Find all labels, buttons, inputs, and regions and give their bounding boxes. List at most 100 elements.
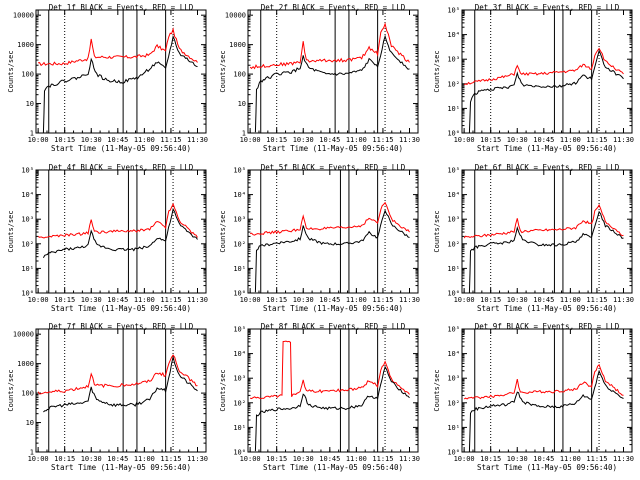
chart-6-xtick-label: 11:15 <box>586 296 607 304</box>
chart-7-ytick-label: 100 <box>21 390 34 398</box>
chart-4-xtick-label: 11:15 <box>160 296 181 304</box>
chart-8-frame <box>247 328 419 453</box>
chart-2-xtick-label: 10:00 <box>240 136 261 144</box>
chart-9-frame <box>461 328 633 453</box>
chart-1-xtick-label: 11:15 <box>160 136 181 144</box>
chart-4-ytick-label: 10⁵ <box>21 167 34 175</box>
chart-1-xtick-label: 10:15 <box>54 136 75 144</box>
chart-9-xtick-label: 10:45 <box>533 455 554 463</box>
chart-3-ytick-label: 10³ <box>447 56 460 64</box>
chart-7-xtick-label: 10:00 <box>28 455 49 463</box>
chart-8-ytick-label: 10⁵ <box>233 326 246 334</box>
chart-6-ytick-label: 10⁰ <box>447 290 460 298</box>
chart-5-xtick-label: 10:30 <box>293 296 314 304</box>
chart-5-xtick-label: 10:00 <box>240 296 261 304</box>
chart-8-xtick-label: 10:00 <box>240 455 261 463</box>
chart-8-ytick-label: 10³ <box>233 375 246 383</box>
chart-1-xlabel: Start Time (11-May-05 09:56:40) <box>51 144 191 153</box>
chart-4-ytick-label: 10² <box>21 240 34 248</box>
chart-8: 10⁰ 10¹ 10² 10³ 10⁴ 10⁵ 10:00 10:15 10:30 10:45 11… <box>219 322 420 472</box>
chart-5-xtick-label: 11:00 <box>346 296 367 304</box>
chart-3-series-events <box>468 49 624 134</box>
chart-4-xtick-label: 10:45 <box>107 296 128 304</box>
chart-6-ytick-label: 10⁴ <box>447 191 460 199</box>
chart-2-series-lld <box>249 22 410 70</box>
chart-6-series-events <box>468 210 624 294</box>
chart-3-xtick-label: 11:30 <box>613 136 634 144</box>
chart-6-xtick-label: 10:15 <box>480 296 501 304</box>
chart-6-series-lld <box>463 203 624 239</box>
chart-2-xtick-label: 10:15 <box>266 136 287 144</box>
chart-5-ytick-label: 10³ <box>233 216 246 224</box>
chart-9-series-events <box>468 369 624 453</box>
chart-6-xtick-label: 10:45 <box>533 296 554 304</box>
chart-1-series-events <box>42 34 198 134</box>
chart-6-ytick-label: 10² <box>447 240 460 248</box>
chart-8-xtick-label: 10:30 <box>293 455 314 463</box>
chart-9-title: Det 9f BLACK = Events, RED = LLD <box>475 322 620 331</box>
chart-2-ylabel: Counts/sec <box>219 50 227 92</box>
chart-6-xtick-label: 11:00 <box>560 296 581 304</box>
chart-5-series-events <box>254 209 410 293</box>
chart-3-xtick-label: 11:00 <box>560 136 581 144</box>
chart-4-frame <box>35 169 207 294</box>
chart-6-xtick-label: 10:30 <box>507 296 528 304</box>
chart-6-xtick-label: 10:00 <box>454 296 475 304</box>
chart-8-ytick-label: 10² <box>233 399 246 407</box>
chart-7-xlabel: Start Time (11-May-05 09:56:40) <box>51 463 191 472</box>
chart-1-xtick-label: 11:30 <box>187 136 208 144</box>
chart-4-xtick-label: 11:30 <box>187 296 208 304</box>
chart-4-title: Det 4f BLACK = Events, RED = LLD <box>49 163 194 172</box>
chart-3-xtick-label: 10:30 <box>507 136 528 144</box>
chart-4-ytick-label: 10⁴ <box>21 191 34 199</box>
chart-3-ytick-label: 10⁵ <box>447 7 460 15</box>
chart-1-ytick-label: 10 <box>26 100 34 108</box>
chart-2-ytick-label: 10000 <box>225 12 246 20</box>
chart-4-xtick-label: 10:15 <box>54 296 75 304</box>
chart-8-ytick-label: 10⁰ <box>233 449 246 457</box>
chart-7-ytick-label: 10000 <box>13 331 34 339</box>
chart-3-ytick-label: 10⁴ <box>447 31 460 39</box>
chart-7-ytick-label: 10 <box>26 419 34 427</box>
chart-8-xtick-label: 10:15 <box>266 455 287 463</box>
chart-7-xtick-label: 11:30 <box>187 455 208 463</box>
chart-9-ytick-label: 10¹ <box>447 424 460 432</box>
chart-7-xtick-label: 10:15 <box>54 455 75 463</box>
chart-2-ytick-label: 10 <box>238 100 246 108</box>
chart-2-ytick-label: 100 <box>233 71 246 79</box>
chart-9-xtick-label: 10:00 <box>454 455 475 463</box>
chart-1-xtick-label: 10:00 <box>28 136 49 144</box>
chart-8-title: Det 8f BLACK = Events, RED = LLD <box>261 322 406 331</box>
chart-2: 1 10 100 1000 10000 10:00 10:15 10:30 10:45 11:00… <box>219 3 420 153</box>
chart-1-title: Det 1f BLACK = Events, RED = LLD <box>49 3 194 12</box>
chart-7-series-lld <box>37 354 198 395</box>
chart-7: 1 10 100 1000 10000 10:00 10:15 10:30 10:45 11:00… <box>7 322 208 472</box>
chart-1-xtick-label: 11:00 <box>134 136 155 144</box>
chart-5-xtick-label: 10:15 <box>266 296 287 304</box>
chart-7-series-events <box>43 356 198 413</box>
chart-5-frame <box>247 169 419 294</box>
chart-5-ytick-label: 10² <box>233 240 246 248</box>
chart-8-xlabel: Start Time (11-May-05 09:56:40) <box>263 463 403 472</box>
chart-9-xtick-label: 11:00 <box>560 455 581 463</box>
chart-8-xtick-label: 11:15 <box>372 455 393 463</box>
chart-2-xtick-label: 11:00 <box>346 136 367 144</box>
chart-4-xtick-label: 10:00 <box>28 296 49 304</box>
chart-2-series-events <box>254 34 410 133</box>
chart-6-xtick-label: 11:30 <box>613 296 634 304</box>
chart-4-ytick-label: 10¹ <box>21 265 34 273</box>
chart-7-xtick-label: 10:45 <box>107 455 128 463</box>
chart-9-xlabel: Start Time (11-May-05 09:56:40) <box>477 463 617 472</box>
chart-9-xtick-label: 11:30 <box>613 455 634 463</box>
chart-9-ytick-label: 10⁴ <box>447 350 460 358</box>
chart-2-xtick-label: 10:30 <box>293 136 314 144</box>
chart-4-xlabel: Start Time (11-May-05 09:56:40) <box>51 304 191 313</box>
chart-3-xtick-label: 10:00 <box>454 136 475 144</box>
chart-6-frame <box>461 169 633 294</box>
chart-1-xtick-label: 10:45 <box>107 136 128 144</box>
chart-9-ylabel: Counts/sec <box>433 369 441 411</box>
chart-5-ytick-label: 10¹ <box>233 265 246 273</box>
chart-8-xtick-label: 10:45 <box>319 455 340 463</box>
chart-7-frame <box>35 328 207 453</box>
chart-7-ylabel: Counts/sec <box>7 369 15 411</box>
